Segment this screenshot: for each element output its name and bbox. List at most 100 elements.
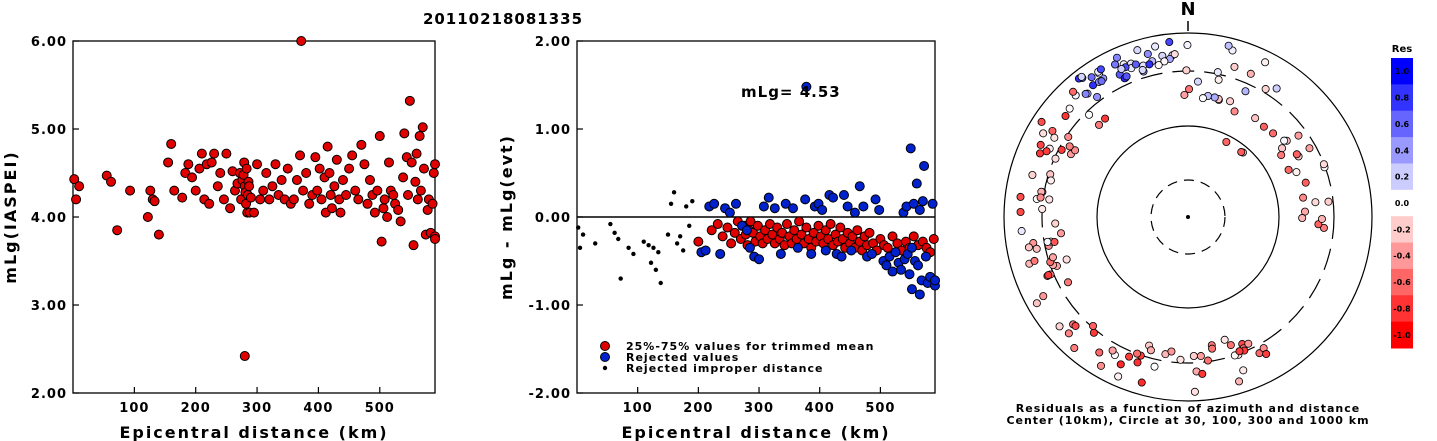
polar-station-point xyxy=(1116,360,1125,369)
chart_data.1-point-series1 xyxy=(724,207,735,218)
chart_data.0-point-series0 xyxy=(350,185,361,196)
panel-magnitude-axes: 100 200 300 400 500 2.00 3.00 4.00 5.00 6.00 xyxy=(31,35,394,416)
polar-station-point xyxy=(1261,85,1270,94)
chart_data.0-point-series0 xyxy=(149,196,160,207)
colorbar-label: 0.2 xyxy=(1395,173,1409,182)
polar-station-point xyxy=(1324,197,1333,206)
chart_data.1-xtick-label: 400 xyxy=(805,401,835,416)
chart_data.1-point-series1 xyxy=(801,81,812,92)
chart_data.1-point-series1 xyxy=(820,245,831,256)
polar-station-point xyxy=(1138,66,1147,75)
chart_data.1-point-series2 xyxy=(653,267,659,272)
polar-station-point xyxy=(1095,348,1104,357)
chart_data.1-point-series0 xyxy=(887,231,898,242)
chart_data.0-point-series0 xyxy=(301,168,312,178)
polar-station-point xyxy=(1089,321,1098,330)
polar-station-point xyxy=(1038,205,1047,214)
chart_data.0-point-series0 xyxy=(414,131,425,142)
polar-station-point xyxy=(1089,81,1098,90)
colorbar-label: 1.0 xyxy=(1395,67,1410,76)
panel-residual-legend: 25%-75% values for trimmed meanRejected … xyxy=(600,340,874,375)
polar-station-point xyxy=(1071,321,1080,330)
chart_data.0-point-series0 xyxy=(364,175,375,186)
chart_data.1-point-series2 xyxy=(612,230,617,236)
chart_data.0-point-series0 xyxy=(288,194,299,205)
colorbar-segment xyxy=(1391,84,1413,112)
polar-station-point xyxy=(1244,339,1253,348)
polar-station-point xyxy=(1235,347,1244,356)
chart_data.1-point-series1 xyxy=(906,284,917,295)
polar-station-point xyxy=(1237,148,1246,157)
chart_data.1-point-series1 xyxy=(914,204,925,215)
polar-station-point xyxy=(1065,142,1074,151)
polar-station-point xyxy=(1137,378,1146,387)
chart_data.1-point-series1 xyxy=(792,242,803,253)
panel-magnitude-xlabel: Epicentral distance (km) xyxy=(119,423,388,441)
chart_data.1-point-series0 xyxy=(864,227,875,238)
chart_data.1-point-series1 xyxy=(913,260,924,271)
chart_data.0-point-series0 xyxy=(362,198,373,209)
polar-station-point xyxy=(1196,352,1205,361)
chart_data.1-point-series0 xyxy=(717,231,728,242)
polar-station-point xyxy=(1182,66,1191,75)
chart_data.1-point-series2 xyxy=(668,201,674,206)
colorbar-segment xyxy=(1391,189,1413,217)
chart_data.1-point-series1 xyxy=(758,201,769,212)
chart_data.1-point-series1 xyxy=(838,190,849,200)
polar-station-point xyxy=(1064,329,1073,338)
chart_data.0-point-series0 xyxy=(261,168,272,178)
polar-station-point xyxy=(1239,366,1248,375)
chart_data.0-point-series0 xyxy=(209,148,220,159)
chart_data.0-ytick-label: 5.00 xyxy=(31,123,67,138)
chart_data.1-point-series1 xyxy=(906,242,917,253)
polar-station-point xyxy=(1039,292,1048,301)
colorbar-segment xyxy=(1391,137,1413,164)
polar-station-point xyxy=(1277,151,1286,160)
chart_data.0-ytick-label: 6.00 xyxy=(31,35,67,50)
polar-station-point xyxy=(1222,137,1231,146)
chart_data.0-point-series0 xyxy=(255,194,266,205)
polar-station-point xyxy=(1051,219,1060,228)
chart_data.1-point-series2 xyxy=(608,221,613,227)
polar-station-point xyxy=(1262,350,1271,359)
polar-station-point xyxy=(1278,144,1287,153)
chart_data.0-point-series0 xyxy=(410,176,421,187)
chart_data.1-point-series1 xyxy=(866,248,877,259)
polar-station-point xyxy=(1051,154,1060,163)
chart_data.1-point-series0 xyxy=(794,216,805,227)
polar-station-point xyxy=(1133,349,1142,358)
chart_data.1-point-series1 xyxy=(769,203,780,214)
chart_data.1-point-series2 xyxy=(641,239,646,244)
polar-station-point xyxy=(1213,68,1222,77)
polar-station-point xyxy=(1081,89,1090,98)
chart_data.1-point-series0 xyxy=(852,225,863,236)
chart_data.1-point-series2 xyxy=(677,234,683,239)
colorbar-segment xyxy=(1391,295,1413,323)
chart_data.0-point-series0 xyxy=(395,216,406,227)
polar-station-point xyxy=(1203,356,1212,365)
chart_data.0-xtick-label: 300 xyxy=(242,401,272,416)
chart_data.0-point-series0 xyxy=(125,185,136,196)
chart_data.0-point-series0 xyxy=(194,163,205,174)
chart_data.0-point-series0 xyxy=(415,185,426,196)
chart_data.0-point-series0 xyxy=(74,181,85,192)
chart_data.0-point-series0 xyxy=(314,163,325,174)
chart_data.1-point-series2 xyxy=(576,225,581,230)
legend-marker xyxy=(600,352,610,362)
colorbar-label: -0.2 xyxy=(1393,225,1411,234)
polar-station-point xyxy=(1016,208,1025,217)
chart_data.0-point-series0 xyxy=(169,185,180,196)
chart_data.1-point-series1 xyxy=(754,254,765,265)
legend-label: 25%-75% values for trimmed mean xyxy=(626,340,874,353)
chart_data.0-point-series0 xyxy=(412,194,423,205)
chart_data.1-point-series1 xyxy=(920,251,931,262)
chart_data.0-point-series0 xyxy=(295,150,306,161)
center-marker xyxy=(1186,215,1190,219)
polar-station-point xyxy=(1143,49,1152,58)
polar-station-point xyxy=(1160,57,1169,66)
colorbar-segment xyxy=(1391,216,1413,244)
chart_data.1-point-series2 xyxy=(656,250,661,255)
chart_data.0-point-series0 xyxy=(267,181,278,192)
polar-station-point xyxy=(1101,114,1110,123)
